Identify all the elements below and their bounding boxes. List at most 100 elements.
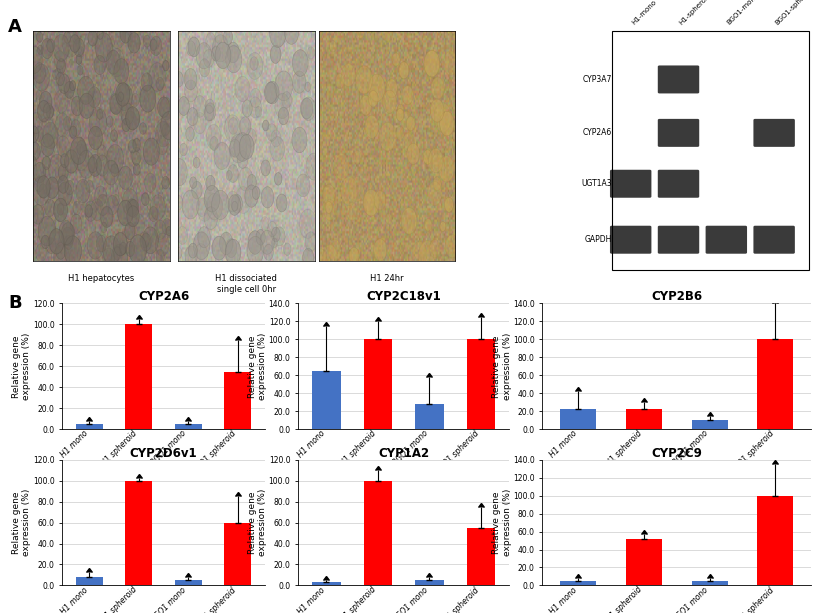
Circle shape xyxy=(60,154,69,168)
Circle shape xyxy=(271,227,280,242)
Circle shape xyxy=(32,205,44,224)
Circle shape xyxy=(234,132,251,161)
Circle shape xyxy=(57,204,64,215)
Circle shape xyxy=(227,191,238,212)
Text: UGT1A3: UGT1A3 xyxy=(581,179,611,188)
Circle shape xyxy=(385,213,391,224)
Circle shape xyxy=(385,79,397,98)
Circle shape xyxy=(444,197,453,212)
Circle shape xyxy=(399,62,409,79)
Circle shape xyxy=(439,112,454,136)
Bar xyxy=(174,424,202,429)
Circle shape xyxy=(194,244,207,265)
Circle shape xyxy=(184,80,197,102)
Circle shape xyxy=(126,107,140,130)
Text: H1-spheroid: H1-spheroid xyxy=(677,0,712,26)
Circle shape xyxy=(111,244,127,272)
Y-axis label: Relative gene
expression (%): Relative gene expression (%) xyxy=(12,489,31,556)
Circle shape xyxy=(432,154,440,169)
Circle shape xyxy=(65,180,74,195)
Circle shape xyxy=(395,126,404,140)
Circle shape xyxy=(275,93,289,118)
Circle shape xyxy=(70,214,82,234)
Bar xyxy=(75,577,103,585)
Circle shape xyxy=(53,245,69,273)
Circle shape xyxy=(174,196,183,210)
Circle shape xyxy=(76,55,82,64)
Circle shape xyxy=(34,162,45,183)
Circle shape xyxy=(46,238,56,254)
Circle shape xyxy=(53,70,59,80)
Circle shape xyxy=(132,139,141,151)
Circle shape xyxy=(73,144,88,170)
Text: GAPDH: GAPDH xyxy=(584,235,611,244)
Text: BGO1-mono: BGO1-mono xyxy=(725,0,759,26)
Circle shape xyxy=(246,237,263,265)
Circle shape xyxy=(267,221,276,237)
Circle shape xyxy=(94,186,107,206)
Circle shape xyxy=(300,98,313,119)
Circle shape xyxy=(57,135,69,157)
Circle shape xyxy=(207,193,222,220)
Circle shape xyxy=(131,93,139,106)
Circle shape xyxy=(226,238,237,257)
Circle shape xyxy=(132,214,145,235)
Circle shape xyxy=(166,227,171,236)
Circle shape xyxy=(127,199,137,217)
Circle shape xyxy=(141,73,152,91)
Circle shape xyxy=(182,190,198,219)
Circle shape xyxy=(76,179,89,203)
Circle shape xyxy=(42,122,58,149)
Circle shape xyxy=(307,47,314,59)
Circle shape xyxy=(365,115,378,139)
Circle shape xyxy=(121,103,134,125)
Circle shape xyxy=(42,156,50,170)
Circle shape xyxy=(347,202,357,221)
Circle shape xyxy=(198,227,210,248)
Circle shape xyxy=(41,39,53,59)
Circle shape xyxy=(228,118,238,134)
Circle shape xyxy=(306,153,322,180)
Circle shape xyxy=(196,198,208,216)
Circle shape xyxy=(261,187,274,208)
Circle shape xyxy=(109,93,122,114)
Circle shape xyxy=(122,118,130,132)
FancyBboxPatch shape xyxy=(705,226,746,254)
Circle shape xyxy=(333,154,349,180)
Circle shape xyxy=(443,51,457,75)
Circle shape xyxy=(316,249,326,265)
Circle shape xyxy=(129,235,146,264)
Circle shape xyxy=(276,194,287,212)
Circle shape xyxy=(189,177,196,188)
Circle shape xyxy=(215,42,231,69)
Circle shape xyxy=(139,123,146,134)
Bar xyxy=(625,409,662,429)
Circle shape xyxy=(124,111,136,132)
Bar xyxy=(125,324,152,429)
Circle shape xyxy=(188,37,199,57)
Bar xyxy=(363,340,392,429)
Circle shape xyxy=(161,177,169,189)
Circle shape xyxy=(433,103,451,132)
Circle shape xyxy=(126,242,135,257)
Circle shape xyxy=(87,232,103,259)
Circle shape xyxy=(424,218,432,231)
Circle shape xyxy=(157,97,170,117)
Circle shape xyxy=(160,97,173,120)
Circle shape xyxy=(246,53,262,79)
Circle shape xyxy=(127,206,139,227)
Circle shape xyxy=(175,247,182,259)
Circle shape xyxy=(113,247,121,260)
Circle shape xyxy=(194,96,206,117)
Circle shape xyxy=(255,107,261,117)
Circle shape xyxy=(155,220,165,240)
Circle shape xyxy=(304,82,310,91)
Circle shape xyxy=(260,230,274,254)
Circle shape xyxy=(156,249,164,264)
Circle shape xyxy=(97,109,103,120)
Circle shape xyxy=(401,208,417,234)
Circle shape xyxy=(204,105,213,121)
Circle shape xyxy=(423,150,432,164)
Circle shape xyxy=(107,145,123,173)
Text: CYP2A6: CYP2A6 xyxy=(581,128,611,137)
